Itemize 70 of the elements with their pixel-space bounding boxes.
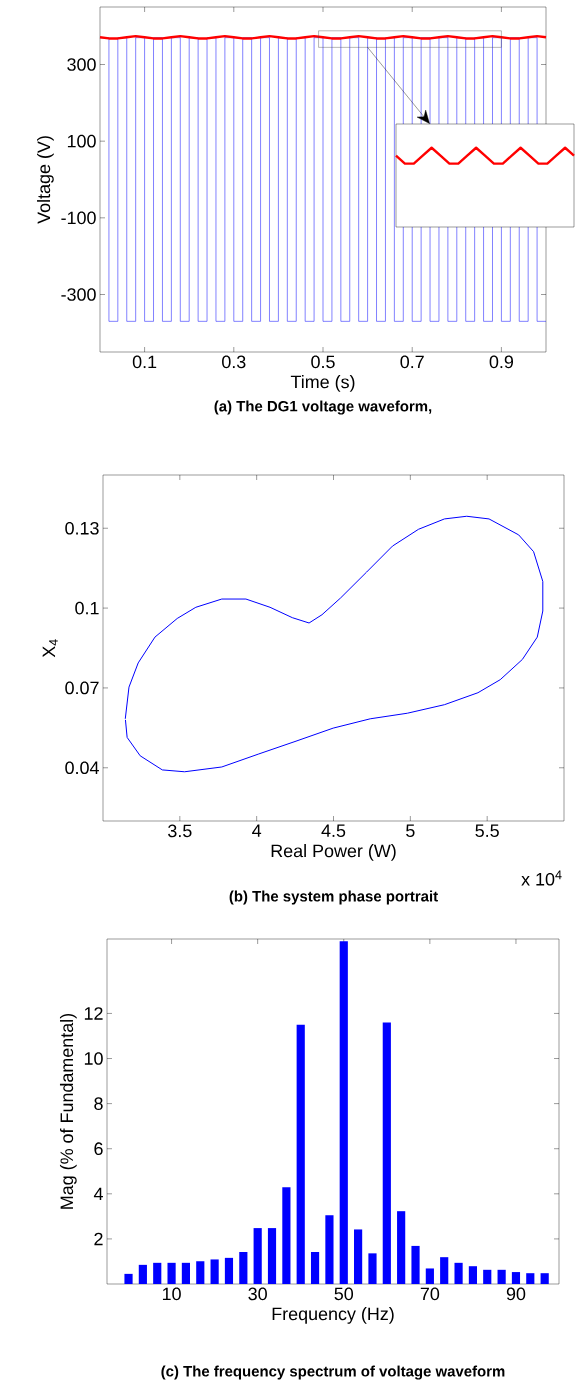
y-tick-label: 4: [93, 1187, 103, 1200]
x-tick-label: 50: [334, 1287, 354, 1301]
x-tick-label: 90: [506, 1287, 526, 1301]
bar: [224, 1257, 234, 1285]
x-tick-label: 30: [248, 1287, 267, 1301]
line-series: [124, 515, 544, 773]
bar: [253, 1228, 262, 1285]
bar: [310, 1252, 320, 1285]
bar: [124, 1273, 133, 1285]
text: x 10$^{4}$: [521, 870, 562, 886]
bar: [296, 1024, 305, 1285]
x-axis-title: Real Power (W): [271, 844, 396, 861]
bar: [354, 1229, 363, 1285]
x-tick-label: 0.9: [489, 355, 514, 369]
x-tick-label: 5: [406, 824, 415, 838]
x-tick-label: 0.1: [132, 355, 157, 369]
x-tick-label: 70: [420, 1287, 440, 1301]
bar: [368, 1253, 377, 1285]
y-tick-label: 100: [67, 134, 96, 148]
y-tick-label: 0.1: [75, 601, 99, 615]
x-tick-label: 0.7: [400, 355, 424, 369]
x-tick-label: 4.5: [321, 824, 346, 838]
bar: [440, 1257, 449, 1285]
y-tick-label: -100: [61, 211, 96, 225]
bar: [497, 1269, 506, 1285]
x-tick-label: 4: [252, 824, 262, 837]
bar: [210, 1259, 219, 1285]
x-tick-label: 10: [162, 1287, 181, 1301]
text: (c) The frequency spectrum of voltage waveform: [161, 1365, 505, 1380]
x-axis-title: Frequency (Hz): [272, 1307, 394, 1324]
bar: [181, 1262, 190, 1285]
bar: [454, 1262, 463, 1285]
y-axis-title: Voltage (V): [37, 136, 54, 224]
y-tick-label: 8: [94, 1097, 103, 1110]
text: (b) The system phase portrait: [229, 890, 438, 905]
x-tick-label: 3.5: [168, 824, 192, 838]
bar: [397, 1211, 406, 1285]
y-axis-title: X$_{4}$: [42, 639, 58, 658]
bar: [411, 1245, 420, 1285]
y-tick-label: 0.07: [65, 681, 99, 695]
bar: [483, 1269, 492, 1285]
bar: [239, 1252, 248, 1285]
bar: [196, 1261, 205, 1285]
x-axis-title: Time (s): [290, 375, 355, 392]
bar: [540, 1273, 549, 1285]
y-tick-label: 300: [67, 58, 96, 71]
bar: [339, 941, 348, 1285]
bar: [511, 1272, 521, 1285]
bar: [282, 1187, 291, 1285]
bar: [526, 1273, 535, 1285]
bar: [325, 1215, 334, 1285]
bar: [138, 1264, 147, 1285]
text: (a) The DG1 voltage waveform,: [214, 400, 432, 415]
y-tick-label: 0.13: [65, 521, 99, 535]
bar: [153, 1262, 162, 1285]
bar: [425, 1268, 434, 1285]
x-tick-label: 5.5: [475, 824, 499, 838]
bar: [267, 1228, 277, 1285]
bar: [468, 1266, 477, 1285]
x-tick-label: 0.3: [222, 355, 246, 369]
y-tick-label: 0.04: [65, 761, 99, 775]
y-tick-label: 6: [94, 1142, 103, 1156]
y-tick-label: 2: [94, 1232, 103, 1246]
y-tick-label: 12: [84, 1007, 103, 1020]
y-tick-label: 10: [84, 1052, 103, 1065]
y-tick-label: -300: [61, 288, 96, 301]
x-tick-label: 0.5: [311, 355, 335, 369]
bar: [382, 1022, 391, 1285]
y-axis-title: Mag (% of Fundamental): [59, 1013, 77, 1209]
bar: [167, 1262, 176, 1285]
